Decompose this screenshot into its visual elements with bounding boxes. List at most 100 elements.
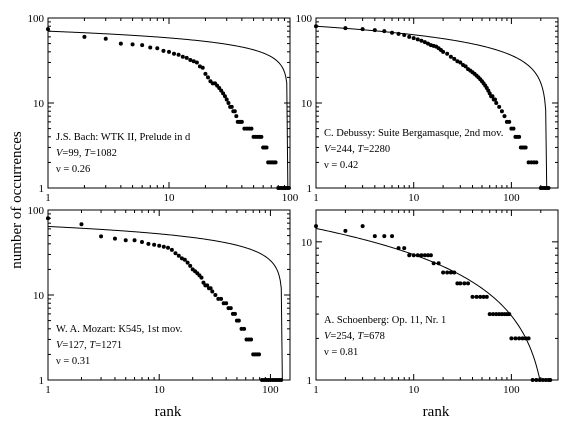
data-point — [445, 51, 450, 56]
data-point — [224, 301, 229, 306]
data-point — [161, 48, 166, 53]
data-point — [441, 270, 446, 275]
data-point — [140, 43, 145, 48]
data-point — [199, 275, 204, 280]
y-tick-label: 10 — [33, 98, 45, 110]
data-point — [343, 228, 348, 233]
data-point — [216, 296, 221, 301]
data-point — [494, 312, 499, 317]
data-point — [166, 245, 171, 250]
data-point — [286, 186, 291, 190]
y-tick-label: 100 — [28, 205, 45, 217]
data-point — [205, 283, 210, 288]
data-point — [257, 352, 262, 357]
data-point — [470, 294, 475, 299]
data-point — [205, 75, 210, 80]
annotation-title-debussy: C. Debussy: Suite Bergamasque, 2nd mov. — [324, 128, 503, 139]
data-point — [249, 337, 254, 342]
data-point — [520, 336, 525, 341]
data-point — [517, 134, 522, 139]
fit-curve-debussy — [315, 25, 548, 189]
data-point — [188, 263, 193, 268]
x-tick-label: 100 — [503, 384, 520, 396]
data-point — [534, 160, 539, 165]
data-point — [523, 336, 528, 341]
x-tick-label: 100 — [262, 384, 279, 396]
data-point — [396, 246, 401, 251]
data-point — [229, 104, 234, 109]
data-point — [232, 109, 237, 114]
annotation-stats-schoenberg: V=254, T=678 — [324, 331, 385, 342]
data-point — [169, 247, 174, 252]
plot-frame-bach — [47, 17, 291, 189]
data-point — [343, 26, 348, 31]
data-point — [176, 52, 181, 57]
data-point — [452, 56, 457, 61]
y-tick-label: 1 — [39, 183, 45, 195]
data-point — [411, 36, 416, 41]
data-point — [407, 253, 412, 258]
data-point — [176, 253, 181, 258]
annotation-title-schoenberg: A. Schoenberg: Op. 11, Nr. 1 — [324, 315, 446, 326]
data-point — [273, 160, 278, 165]
annotation-nu-bach: ν = 0.26 — [56, 164, 90, 175]
data-point — [466, 281, 471, 286]
panel-schoenberg: 1 10 100 1 10 A. Schoenberg: Op. 11, Nr. 1 V=2… — [301, 209, 559, 396]
data-point — [382, 234, 387, 239]
data-point — [314, 24, 318, 29]
data-point — [490, 94, 495, 99]
data-point — [497, 312, 502, 317]
data-point — [463, 64, 468, 69]
data-point — [314, 224, 318, 229]
data-point — [132, 238, 137, 243]
data-point — [502, 114, 507, 119]
data-point — [210, 289, 215, 294]
data-point — [396, 31, 401, 36]
data-point — [103, 36, 108, 41]
panel-bach: 1 10 100 1 10 100 J.S. Bach: WTK II, Prelude i… — [28, 13, 299, 204]
y-tick-label: 100 — [28, 13, 45, 25]
data-point — [419, 38, 424, 43]
data-point — [526, 160, 531, 165]
data-point — [372, 234, 377, 239]
data-point — [517, 336, 522, 341]
annotation-nu-schoenberg: ν = 0.81 — [324, 347, 358, 358]
data-point — [221, 91, 226, 96]
panel-debussy: 1 10 100 1 10 100 C. Debussy: Suite Bergamasqu… — [296, 13, 559, 204]
y-tick-label: 10 — [301, 237, 313, 249]
data-point — [530, 378, 535, 382]
data-point — [402, 246, 407, 251]
data-point — [208, 286, 213, 291]
data-point — [481, 294, 486, 299]
data-point — [431, 261, 436, 266]
data-point — [484, 294, 489, 299]
data-point — [118, 41, 123, 46]
data-point — [422, 253, 427, 258]
data-point — [507, 119, 512, 124]
data-point — [493, 97, 498, 102]
y-axis-label: number of occurrences — [9, 131, 25, 269]
data-point — [224, 97, 229, 102]
data-point — [543, 378, 548, 382]
data-point — [239, 119, 244, 124]
data-point — [173, 251, 178, 256]
data-point — [234, 114, 239, 119]
x-tick-label: 1 — [45, 384, 51, 396]
data-point — [458, 60, 463, 65]
data-point — [360, 27, 365, 32]
annotation-stats-bach: V=99, T=1082 — [56, 148, 117, 159]
data-point — [182, 257, 187, 262]
data-point — [130, 42, 135, 47]
data-point — [203, 71, 208, 76]
y-tick-label: 10 — [301, 98, 313, 110]
data-point — [360, 224, 365, 229]
data-point — [546, 186, 551, 190]
y-tick-label: 100 — [296, 13, 313, 25]
data-point — [155, 46, 160, 51]
data-point — [46, 216, 50, 221]
data-point — [534, 378, 539, 382]
data-point — [448, 54, 453, 59]
data-point — [200, 65, 205, 70]
data-point — [441, 49, 446, 54]
